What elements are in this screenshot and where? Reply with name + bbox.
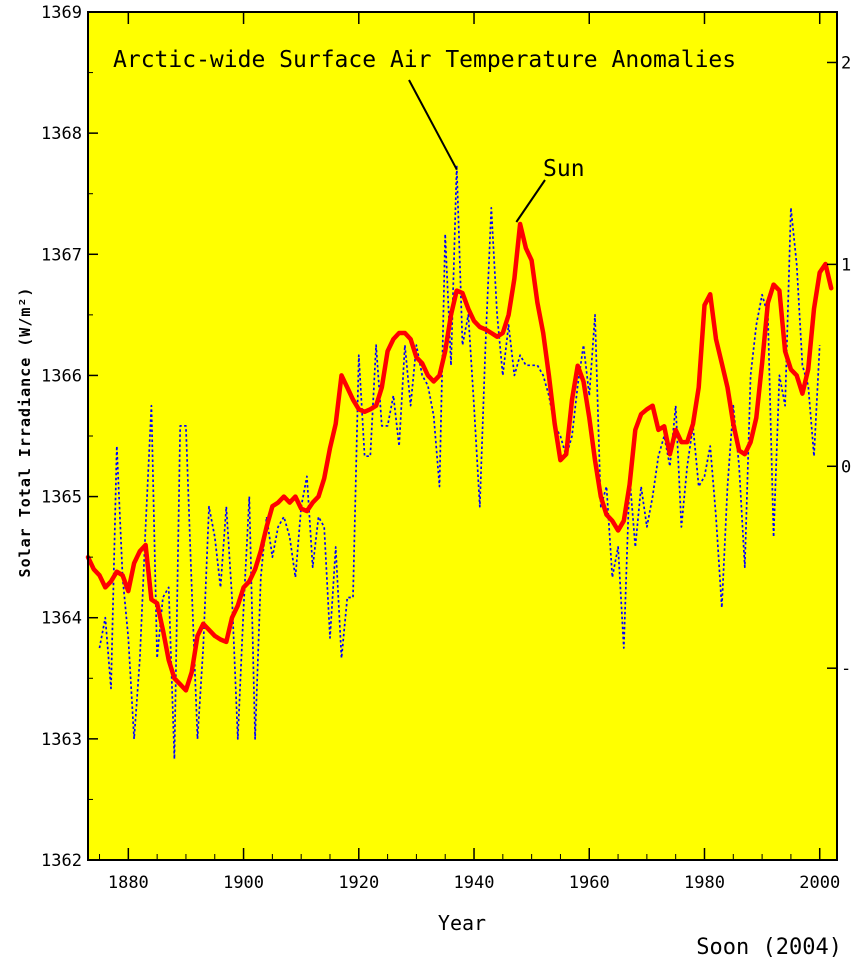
series-layer: [85, 164, 834, 760]
annotation-leader-sun: [515, 179, 546, 223]
x-tick-label: 2000: [799, 873, 840, 893]
y-tick-label: 1362: [41, 851, 82, 871]
y-tick-label: 1369: [41, 3, 82, 23]
annotation-sun: Sun: [543, 156, 585, 182]
x-tick-label: 1980: [684, 873, 725, 893]
annotation-leader-temperature: [408, 79, 458, 170]
x-tick-label: 1940: [454, 873, 495, 893]
y-tick-label: 1368: [41, 124, 82, 144]
x-tick-label: 1880: [108, 873, 149, 893]
y-tick-label: 1363: [41, 730, 82, 750]
x-axis-title: Year: [438, 911, 486, 935]
x-tick-label: 1900: [223, 873, 264, 893]
y-tick-label: 1365: [41, 488, 82, 508]
y-tick-label: 1366: [41, 366, 82, 386]
y2-tick-label: 2: [841, 53, 851, 73]
series-line-irradiance: [85, 221, 834, 693]
plot-background: [88, 12, 837, 860]
y-axis-title: Solar Total Irradiance (W/m²): [16, 287, 34, 578]
axis-layer: 1362 1363 1364 1365 1366 1367 1368 1369 1880 1900…: [41, 3, 851, 893]
x-tick-label: 1920: [338, 873, 379, 893]
y2-tick-label: 0: [841, 457, 851, 477]
y2-tick-label: 1: [841, 255, 851, 275]
y-tick-label: 1364: [41, 609, 82, 629]
annotation-layer: Arctic-wide Surface Air Temperature Anom…: [113, 47, 736, 223]
credit-label: Soon (2004): [696, 935, 842, 960]
y-tick-label: 1367: [41, 245, 82, 265]
y2-tick-label: -: [841, 659, 851, 679]
series-line-temperature: [98, 164, 821, 760]
x-tick-label: 1960: [569, 873, 610, 893]
annotation-temperature: Arctic-wide Surface Air Temperature Anom…: [113, 47, 736, 73]
